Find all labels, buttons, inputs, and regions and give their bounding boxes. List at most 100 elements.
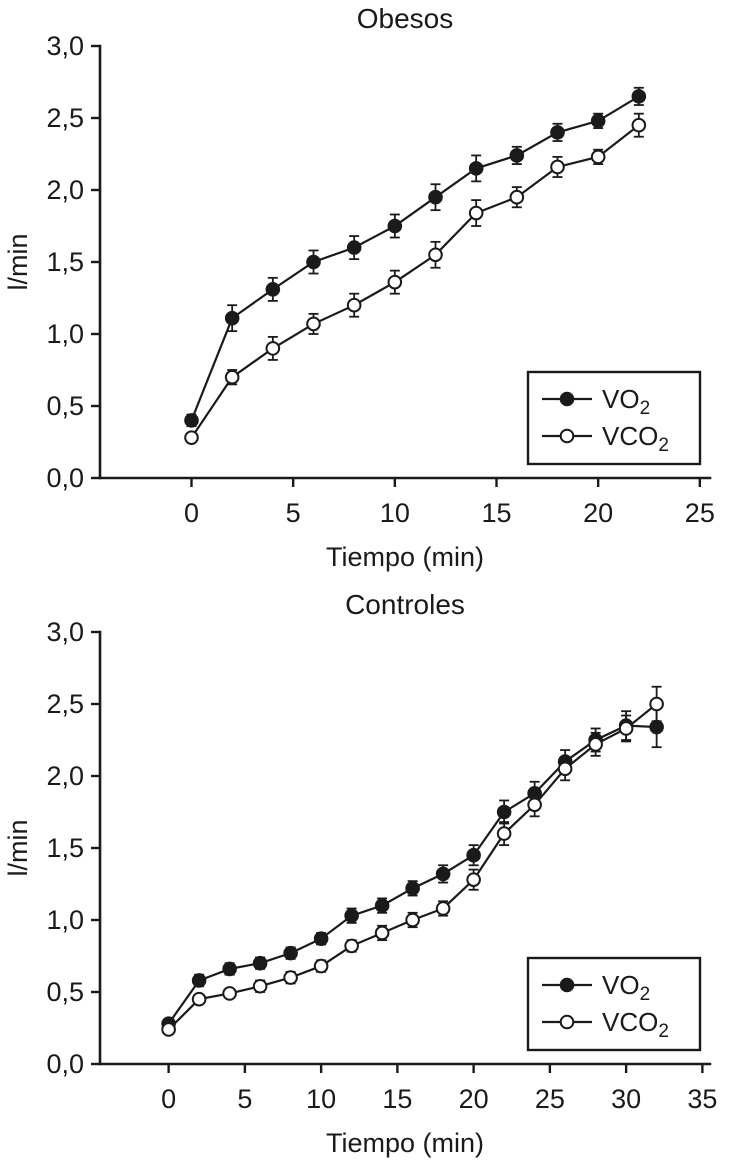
- data-point-marker: [588, 737, 603, 752]
- x-tick-label: 20: [583, 498, 613, 528]
- x-tick-label: 5: [286, 498, 301, 528]
- x-tick-label: 15: [382, 1084, 412, 1114]
- chart-controles-svg: Controles 0,0 0,5 1,0 1,5 2,0 2,5 3,0 0 5 10 15 20 25…: [3, 589, 717, 1158]
- data-point-marker: [306, 254, 321, 270]
- x-tick-label: 5: [237, 1084, 252, 1114]
- data-point-marker: [590, 149, 606, 165]
- chart-obesos-svg: Obesos 0,0 0,5 1,0 1,5 2,0 2,5 3,0 0 5 10 15 20 25 l/m…: [3, 3, 715, 572]
- data-point-marker: [509, 189, 525, 205]
- legend-label: VO2: [602, 970, 650, 1005]
- x-axis-label: Tiempo (min): [326, 542, 484, 572]
- data-point-marker: [387, 218, 403, 234]
- legend-label: VO2: [602, 384, 650, 419]
- data-point-marker: [387, 274, 403, 290]
- data-point-marker: [313, 931, 329, 947]
- data-point-marker: [191, 973, 207, 988]
- x-tick-label: 20: [459, 1084, 489, 1114]
- data-point-marker: [405, 881, 420, 896]
- series-VCO2: [161, 685, 664, 1037]
- x-tick-label: 10: [306, 1084, 336, 1114]
- data-point-marker: [346, 240, 362, 255]
- chart-title: Obesos: [357, 3, 454, 34]
- legend-label: VCO2: [602, 421, 669, 456]
- y-tick-label: 0,5: [46, 977, 84, 1007]
- data-point-marker: [557, 761, 573, 777]
- data-point-marker: [184, 430, 199, 445]
- data-point-marker: [466, 872, 481, 887]
- x-tick-label: 35: [687, 1084, 717, 1114]
- data-point-marker: [313, 958, 329, 974]
- data-point-marker: [649, 719, 664, 735]
- data-point-marker: [618, 721, 634, 736]
- legend-marker: [559, 428, 575, 444]
- x-axis-label: Tiempo (min): [326, 1128, 484, 1158]
- data-point-marker: [191, 991, 207, 1007]
- legend-marker: [559, 977, 575, 993]
- data-point-marker: [631, 117, 647, 133]
- y-tick-label: 2,5: [46, 103, 84, 133]
- data-point-marker: [631, 89, 647, 104]
- y-tick-label: 0,0: [46, 463, 84, 493]
- series-VCO2: [184, 112, 647, 445]
- data-point-marker: [252, 978, 268, 994]
- y-tick-label: 2,0: [46, 175, 84, 205]
- data-point-marker: [283, 945, 298, 961]
- data-point-marker: [252, 955, 268, 971]
- legend-box: [526, 956, 702, 1052]
- legend-box: [526, 370, 702, 466]
- y-axis-label: l/min: [3, 819, 33, 876]
- y-axis-label: l/min: [3, 233, 33, 290]
- data-point-marker: [283, 970, 298, 985]
- x-tick-label: 10: [380, 498, 410, 528]
- y-tick-label: 1,5: [46, 247, 84, 277]
- y-tick-label: 1,0: [46, 319, 84, 349]
- data-point-marker: [496, 804, 512, 820]
- data-point-marker: [509, 148, 525, 163]
- data-point-marker: [405, 912, 420, 928]
- y-tick-label: 1,0: [46, 905, 84, 935]
- legend-label: VCO2: [602, 1007, 669, 1042]
- chart-title: Controles: [345, 589, 465, 620]
- data-point-marker: [346, 297, 362, 313]
- data-point-marker: [184, 413, 199, 428]
- data-point-marker: [435, 901, 451, 916]
- x-tick-label: 30: [611, 1084, 641, 1114]
- y-tick-label: 2,5: [46, 689, 84, 719]
- data-point-marker: [527, 797, 542, 813]
- legend-marker: [559, 1014, 575, 1030]
- data-point-marker: [374, 925, 390, 941]
- data-point-marker: [590, 113, 606, 129]
- data-point-marker: [428, 247, 443, 263]
- data-point-marker: [649, 696, 664, 712]
- data-point-marker: [265, 282, 281, 297]
- y-tick-label: 0,0: [46, 1049, 84, 1079]
- x-tick-label: 25: [535, 1084, 565, 1114]
- data-point-marker: [550, 159, 565, 175]
- data-point-marker: [265, 341, 281, 356]
- chart-controles: Controles 0,0 0,5 1,0 1,5 2,0 2,5 3,0 0 5 10 15 20 25…: [0, 586, 730, 1172]
- x-tick-label: 0: [184, 498, 199, 528]
- data-point-marker: [222, 986, 237, 1001]
- data-point-marker: [435, 866, 451, 882]
- x-tick-label: 15: [481, 498, 511, 528]
- y-tick-label: 0,5: [46, 391, 84, 421]
- data-point-marker: [496, 826, 512, 841]
- data-point-marker: [468, 205, 484, 221]
- y-tick-label: 2,0: [46, 761, 84, 791]
- data-point-marker: [344, 908, 359, 923]
- x-tick-label: 0: [161, 1084, 176, 1114]
- y-tick-label: 3,0: [46, 31, 84, 61]
- legend-marker: [559, 391, 575, 407]
- y-tick-label: 1,5: [46, 833, 84, 863]
- data-point-marker: [374, 898, 390, 913]
- data-point-marker: [428, 189, 443, 205]
- data-point-marker: [224, 369, 240, 385]
- data-point-marker: [466, 847, 481, 863]
- data-point-marker: [344, 938, 359, 954]
- series-VO2: [184, 86, 647, 428]
- x-tick-label: 25: [685, 498, 715, 528]
- data-point-marker: [468, 161, 484, 176]
- chart-obesos: Obesos 0,0 0,5 1,0 1,5 2,0 2,5 3,0 0 5 10 15 20 25 l/m…: [0, 0, 730, 586]
